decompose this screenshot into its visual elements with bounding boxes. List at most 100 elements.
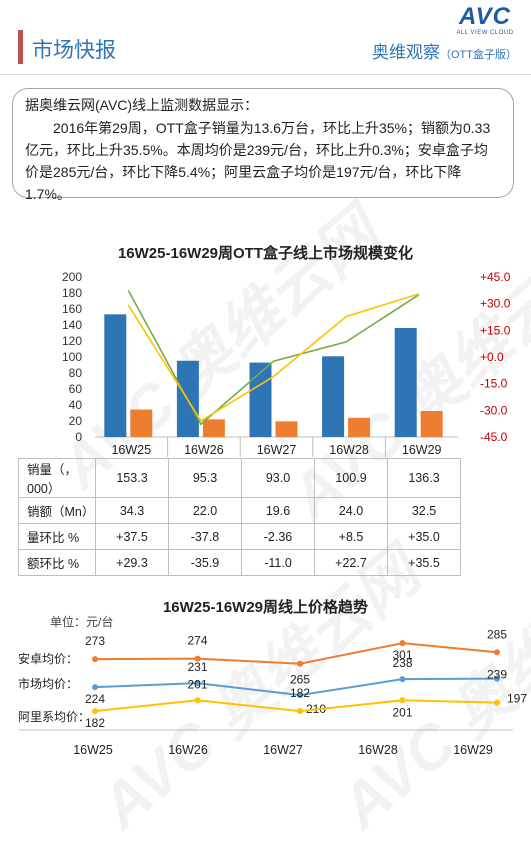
price-point: [399, 676, 406, 683]
left-axis-tick: 40: [69, 398, 83, 412]
price-value-label: 239: [487, 668, 507, 682]
left-axis-tick: 20: [69, 414, 83, 428]
summary-box: 据奥维云网(AVC)线上监测数据显示： 2016年第29周，OTT盒子销量为13…: [12, 88, 514, 202]
x-category-label: 16W29: [453, 743, 493, 757]
left-axis-tick: 100: [62, 350, 82, 364]
table-cell: 22.0: [168, 497, 242, 524]
line-amount-mom: [127, 293, 419, 422]
left-axis-tick: 60: [69, 382, 83, 396]
table-cell: 19.6: [241, 497, 315, 524]
price-value-label: 274: [187, 634, 207, 648]
chart2-unit: 单位：元/台: [50, 615, 114, 629]
table-row: 量环比 % +37.5 -37.8 -2.36 +8.5 +35.0: [18, 523, 461, 550]
price-point: [194, 680, 201, 687]
price-value-label: 182: [290, 686, 310, 700]
price-point: [297, 692, 303, 699]
table-cell: +22.7: [314, 549, 388, 576]
price-point: [92, 708, 98, 715]
price-line: [94, 642, 498, 665]
logo-mark: AVC: [459, 3, 511, 30]
bar-sales-amount: [275, 421, 298, 437]
right-axis-tick: +30.0: [480, 297, 511, 311]
x-category-label: 16W25: [111, 443, 151, 457]
page-title: 市场快报: [32, 39, 116, 62]
price-value-label: 273: [85, 634, 105, 648]
series-label-ali: 阿里系均价：: [18, 710, 91, 724]
price-value-label: 238: [392, 656, 412, 670]
left-axis-tick: 200: [62, 270, 82, 284]
table-cell: -35.9: [168, 549, 242, 576]
bar-sales-volume: [394, 327, 417, 437]
chart2-svg: 273 2742653012852242312102382391822011822…: [18, 630, 527, 757]
price-value-label: 197: [507, 692, 527, 706]
price-point: [399, 697, 406, 704]
table-cell: 34.3: [95, 497, 169, 524]
left-axis-tick: 120: [62, 334, 82, 348]
price-point: [494, 699, 500, 706]
avc-logo: AVC ALL VIEW CLOUD: [453, 3, 517, 37]
right-axis-tick: +45.0: [480, 270, 511, 284]
series-label-android: 安卓均价：: [18, 652, 79, 666]
chart1-svg: 0 20 40 60 80 100 120 140 160 180 200 -45.0 -30.0 -15…: [62, 270, 511, 457]
table-cell: -11.0: [241, 549, 315, 576]
bar-sales-volume: [104, 314, 127, 437]
bar-sales-amount: [420, 411, 443, 437]
x-category-label: 16W25: [73, 743, 113, 757]
price-value-label: 201: [187, 677, 207, 691]
table-cell: +37.5: [95, 523, 169, 550]
price-value-label: 182: [85, 716, 105, 730]
header: 市场快报 奥维观察（OTT盒子版） AVC ALL VIEW CLOUD: [0, 0, 531, 78]
table-cell: 95.3: [168, 458, 242, 498]
table-row: 销额（Mn） 34.3 22.0 19.6 24.0 32.5: [18, 497, 461, 524]
price-point: [92, 684, 98, 691]
bar-sales-amount: [202, 419, 225, 437]
price-value-label: 285: [487, 630, 507, 641]
bar-sales-volume: [249, 362, 272, 437]
bar-sales-amount: [348, 417, 371, 437]
x-category-label: 16W28: [358, 743, 398, 757]
series-label-market: 市场均价：: [18, 677, 79, 691]
table-row-label: 销额（Mn）: [18, 497, 96, 524]
x-category-label: 16W26: [184, 443, 224, 457]
price-point: [194, 697, 201, 704]
line-volume-mom: [127, 289, 420, 426]
price-point: [194, 655, 201, 662]
left-axis-tick: 180: [62, 286, 82, 300]
left-axis-tick: 0: [75, 430, 82, 444]
bar-sales-amount: [130, 409, 153, 437]
table-cell: +8.5: [314, 523, 388, 550]
price-line: [94, 699, 498, 713]
table-cell: 93.0: [241, 458, 315, 498]
right-axis-tick: +15.0: [480, 323, 511, 337]
price-point: [494, 649, 500, 656]
table-row: 额环比 % +29.3 -35.9 -11.0 +22.7 +35.5: [18, 549, 461, 576]
table-cell: 153.3: [95, 458, 169, 498]
x-category-label: 16W29: [402, 443, 442, 457]
table-row-label: 额环比 %: [18, 549, 96, 576]
header-accent-bar: [18, 30, 23, 64]
chart2-title: 16W25-16W29周线上价格趋势: [162, 599, 369, 616]
table-cell: 24.0: [314, 497, 388, 524]
left-axis-tick: 80: [69, 366, 83, 380]
summary-lead: 据奥维云网(AVC)线上监测数据显示：: [25, 97, 259, 113]
price-value-label: 201: [392, 705, 412, 719]
header-divider: [0, 74, 531, 75]
chart1-data-table: 销量（，000） 153.3 95.3 93.0 100.9 136.3 销额（Mn） 34.…: [18, 458, 461, 576]
price-point: [92, 656, 98, 663]
right-axis-tick: -15.0: [480, 377, 508, 391]
table-cell: +35.0: [387, 523, 461, 550]
right-axis-tick: +0.0: [480, 350, 504, 364]
header-subtitle: 奥维观察（OTT盒子版）: [372, 38, 517, 63]
bar-sales-volume: [322, 356, 345, 437]
header-subtitle-small: （OTT盒子版）: [440, 49, 517, 61]
left-axis-tick: 140: [62, 318, 82, 332]
price-point: [297, 708, 303, 715]
price-point: [399, 640, 406, 647]
summary-body: 2016年第29周，OTT盒子销量为13.6万台，环比上升35%；销额为0.33…: [25, 120, 491, 202]
x-category-label: 16W28: [329, 443, 369, 457]
table-cell: +35.5: [387, 549, 461, 576]
chart1-title: 16W25-16W29周OTT盒子线上市场规模变化: [117, 245, 414, 262]
table-cell: 136.3: [387, 458, 461, 498]
x-category-label: 16W27: [263, 743, 303, 757]
table-row: 销量（，000） 153.3 95.3 93.0 100.9 136.3: [18, 458, 461, 498]
